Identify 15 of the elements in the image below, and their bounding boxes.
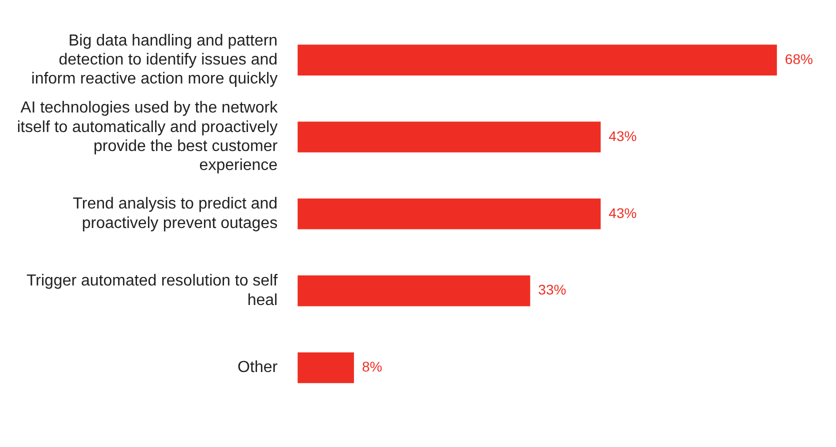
data-label: 33% <box>538 282 566 298</box>
y-tick-label: Big data handling and pattern detection to identify issues and inform reactive action more quickly <box>31 32 278 88</box>
y-tick-label: Trend analysis to predict and proactively prevent outages <box>72 196 278 232</box>
y-tick-label: AI technologies used by the network itself to automatically and proactively provide the best customer experience <box>16 100 279 174</box>
bar <box>298 198 601 230</box>
bar <box>298 122 601 152</box>
bar <box>298 44 777 76</box>
y-tick-label: Other <box>238 359 278 376</box>
data-label: 68% <box>784 50 813 67</box>
data-label: 8% <box>362 358 382 375</box>
bar <box>298 352 354 384</box>
y-tick-label: Trigger automated resolution to self heal <box>26 272 278 309</box>
bar <box>298 275 530 306</box>
data-label: 43% <box>608 128 637 144</box>
data-label: 43% <box>608 204 637 221</box>
